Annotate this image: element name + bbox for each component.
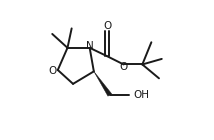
Text: OH: OH	[133, 90, 149, 100]
Text: O: O	[103, 21, 111, 31]
Text: O: O	[49, 66, 57, 76]
Text: N: N	[86, 41, 94, 51]
Text: O: O	[120, 62, 128, 72]
Polygon shape	[94, 71, 112, 96]
